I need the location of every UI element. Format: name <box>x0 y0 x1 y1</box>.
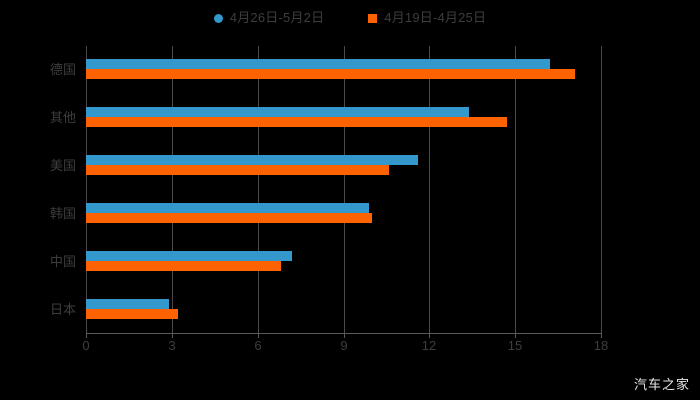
legend-label-series-a: 4月26日-5月2日 <box>229 10 325 25</box>
x-axis-tick-label: 18 <box>593 338 609 353</box>
gridline <box>86 46 87 333</box>
x-axis-tick <box>172 333 173 338</box>
bar[interactable] <box>86 107 470 118</box>
y-axis-category-label: 日本 <box>49 301 76 317</box>
x-axis-tick-label: 6 <box>254 338 262 353</box>
gridline <box>429 46 430 333</box>
x-axis-line <box>86 333 601 334</box>
bar[interactable] <box>86 165 390 176</box>
x-axis-tick <box>601 333 602 338</box>
y-axis-category-label: 美国 <box>49 158 76 174</box>
x-axis-tick-label: 15 <box>507 338 523 353</box>
gridline <box>515 46 516 333</box>
x-axis-tick <box>344 333 345 338</box>
bar[interactable] <box>86 260 281 271</box>
x-axis-tick-label: 12 <box>421 338 437 353</box>
x-axis-tick <box>515 333 516 338</box>
y-axis-category-label: 韩国 <box>49 205 76 221</box>
y-axis-category-label: 中国 <box>49 253 76 269</box>
legend-entry-series-a[interactable]: 4月26日-5月2日 <box>213 10 325 25</box>
bar[interactable] <box>86 117 507 128</box>
plot-area <box>86 46 602 333</box>
bar[interactable] <box>86 69 576 80</box>
bar[interactable] <box>86 59 550 70</box>
x-axis-tick <box>86 333 87 338</box>
bar[interactable] <box>86 155 418 166</box>
x-axis-tick <box>429 333 430 338</box>
gridline <box>344 46 345 333</box>
gridline <box>172 46 173 333</box>
gridline <box>601 46 602 333</box>
x-axis-tick-label: 0 <box>82 338 90 353</box>
bar[interactable] <box>86 202 370 213</box>
bar[interactable] <box>86 250 292 261</box>
x-axis-tick-label: 9 <box>340 338 348 353</box>
watermark: 汽车之家 <box>633 377 690 392</box>
bar[interactable] <box>86 212 373 223</box>
gridline <box>258 46 259 333</box>
bar[interactable] <box>86 298 169 309</box>
legend-square-marker-icon <box>368 13 378 23</box>
x-axis-tick-label: 3 <box>168 338 176 353</box>
x-axis-tick <box>258 333 259 338</box>
y-axis-labels: 德国其他美国韩国中国日本 <box>14 46 76 333</box>
legend-label-series-b: 4月19日-4月25日 <box>384 10 487 25</box>
bar[interactable] <box>86 308 178 319</box>
chart-legend: 4月26日-5月2日 4月19日-4月25日 <box>0 8 700 28</box>
y-axis-category-label: 德国 <box>49 62 76 78</box>
y-axis-category-label: 其他 <box>49 110 76 126</box>
legend-circle-marker-icon <box>213 13 223 23</box>
legend-entry-series-b[interactable]: 4月19日-4月25日 <box>368 11 486 25</box>
